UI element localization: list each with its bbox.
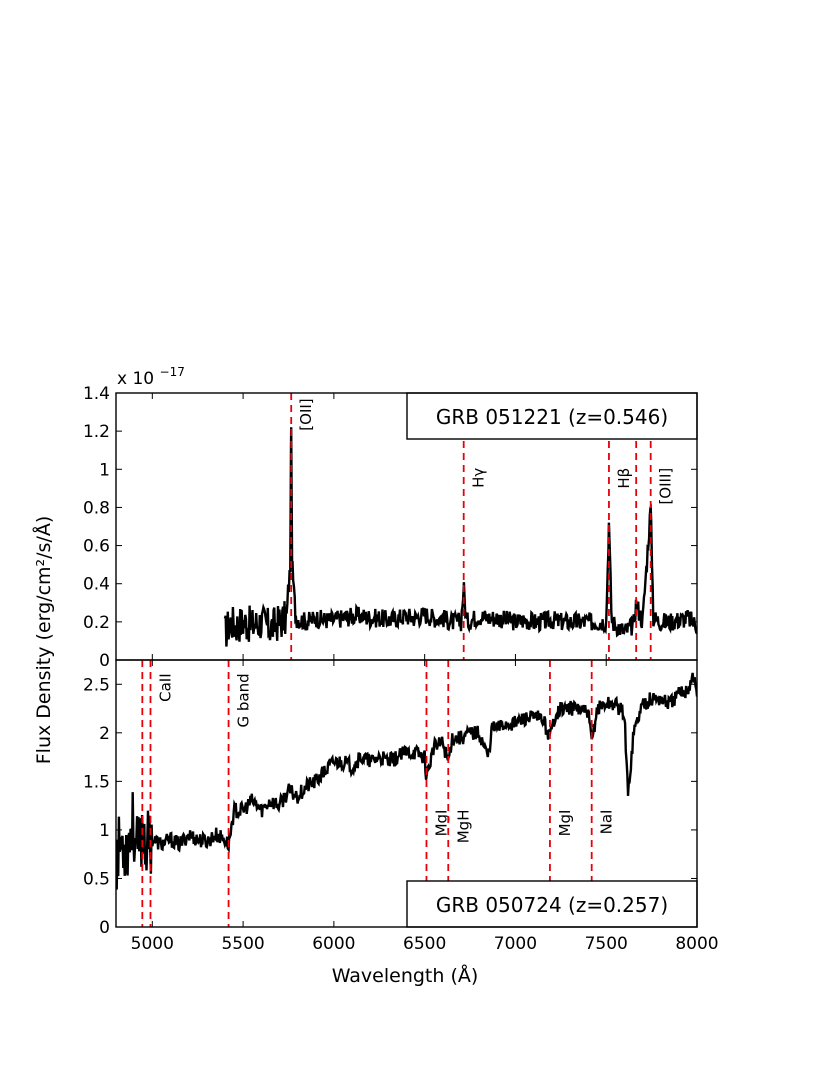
y-tick-label: 0.2 (83, 613, 110, 633)
y-tick-label: 2.5 (83, 675, 110, 695)
x-tick-label: 5000 (131, 934, 174, 954)
spectrum-line (116, 672, 697, 890)
y-tick-label: 1.2 (83, 422, 110, 442)
legend-box (406, 880, 698, 928)
line-label: G band (235, 673, 253, 727)
line-label: NaI (598, 810, 616, 835)
x-tick-label: 7500 (585, 934, 628, 954)
line-label: [OIII] (657, 468, 675, 505)
y-tick-label: 2 (99, 724, 110, 744)
y-tick-label: 0.8 (83, 498, 110, 518)
y-tick-label: 0.4 (83, 575, 110, 595)
y-tick-label: 0 (99, 651, 110, 671)
y-tick-label: 1.5 (83, 772, 110, 792)
plot-frame (115, 659, 698, 928)
top-panel: 0 0.2 0.4 0.6 0.8 1 1.2 1.4 [OII] Hγ Hβ [OIII] GRB 0… (83, 384, 698, 671)
line-label: MgI (432, 810, 450, 837)
y-tick-label: 1.4 (83, 384, 110, 404)
x-axis-title: Wavelength (Å) (332, 964, 479, 987)
x-tick-label: 6000 (312, 934, 355, 954)
line-label: MgI (556, 810, 574, 837)
line-label: Hγ (470, 468, 488, 488)
x-tick-label: 5500 (221, 934, 264, 954)
x-tick-label: 6500 (403, 934, 446, 954)
y-tick-label: 0.6 (83, 537, 110, 557)
line-label: Hβ (615, 468, 633, 489)
y-exponent-base: x 10 (117, 369, 154, 389)
line-label: CaII (156, 673, 174, 702)
y-axis-title: Flux Density (erg/cm²/s/Å) (32, 516, 55, 765)
legend-label: GRB 050724 (z=0.257) (436, 893, 668, 917)
legend-label: GRB 051221 (z=0.546) (436, 405, 668, 429)
x-tick-label: 7000 (494, 934, 537, 954)
line-label: [OII] (297, 398, 315, 430)
y-tick-label: 0 (99, 918, 110, 938)
legend-box (406, 392, 698, 440)
y-tick-label: 1 (99, 821, 110, 841)
y-tick-label: 1 (99, 460, 110, 480)
shared-labels: Flux Density (erg/cm²/s/Å) Wavelength (Å… (32, 365, 478, 987)
y-tick-label: 0.5 (83, 869, 110, 889)
x-tick-label: 8000 (675, 934, 718, 954)
line-label: MgH (454, 810, 472, 844)
y-exponent-power: −17 (160, 365, 185, 379)
bottom-panel: 0 0.5 1 1.5 2 2.5 5000 5500 6000 6500 7000 7500 8000… (83, 659, 719, 954)
y-exponent-label: x 10 −17 (117, 365, 185, 389)
spectrum-line (223, 427, 697, 647)
